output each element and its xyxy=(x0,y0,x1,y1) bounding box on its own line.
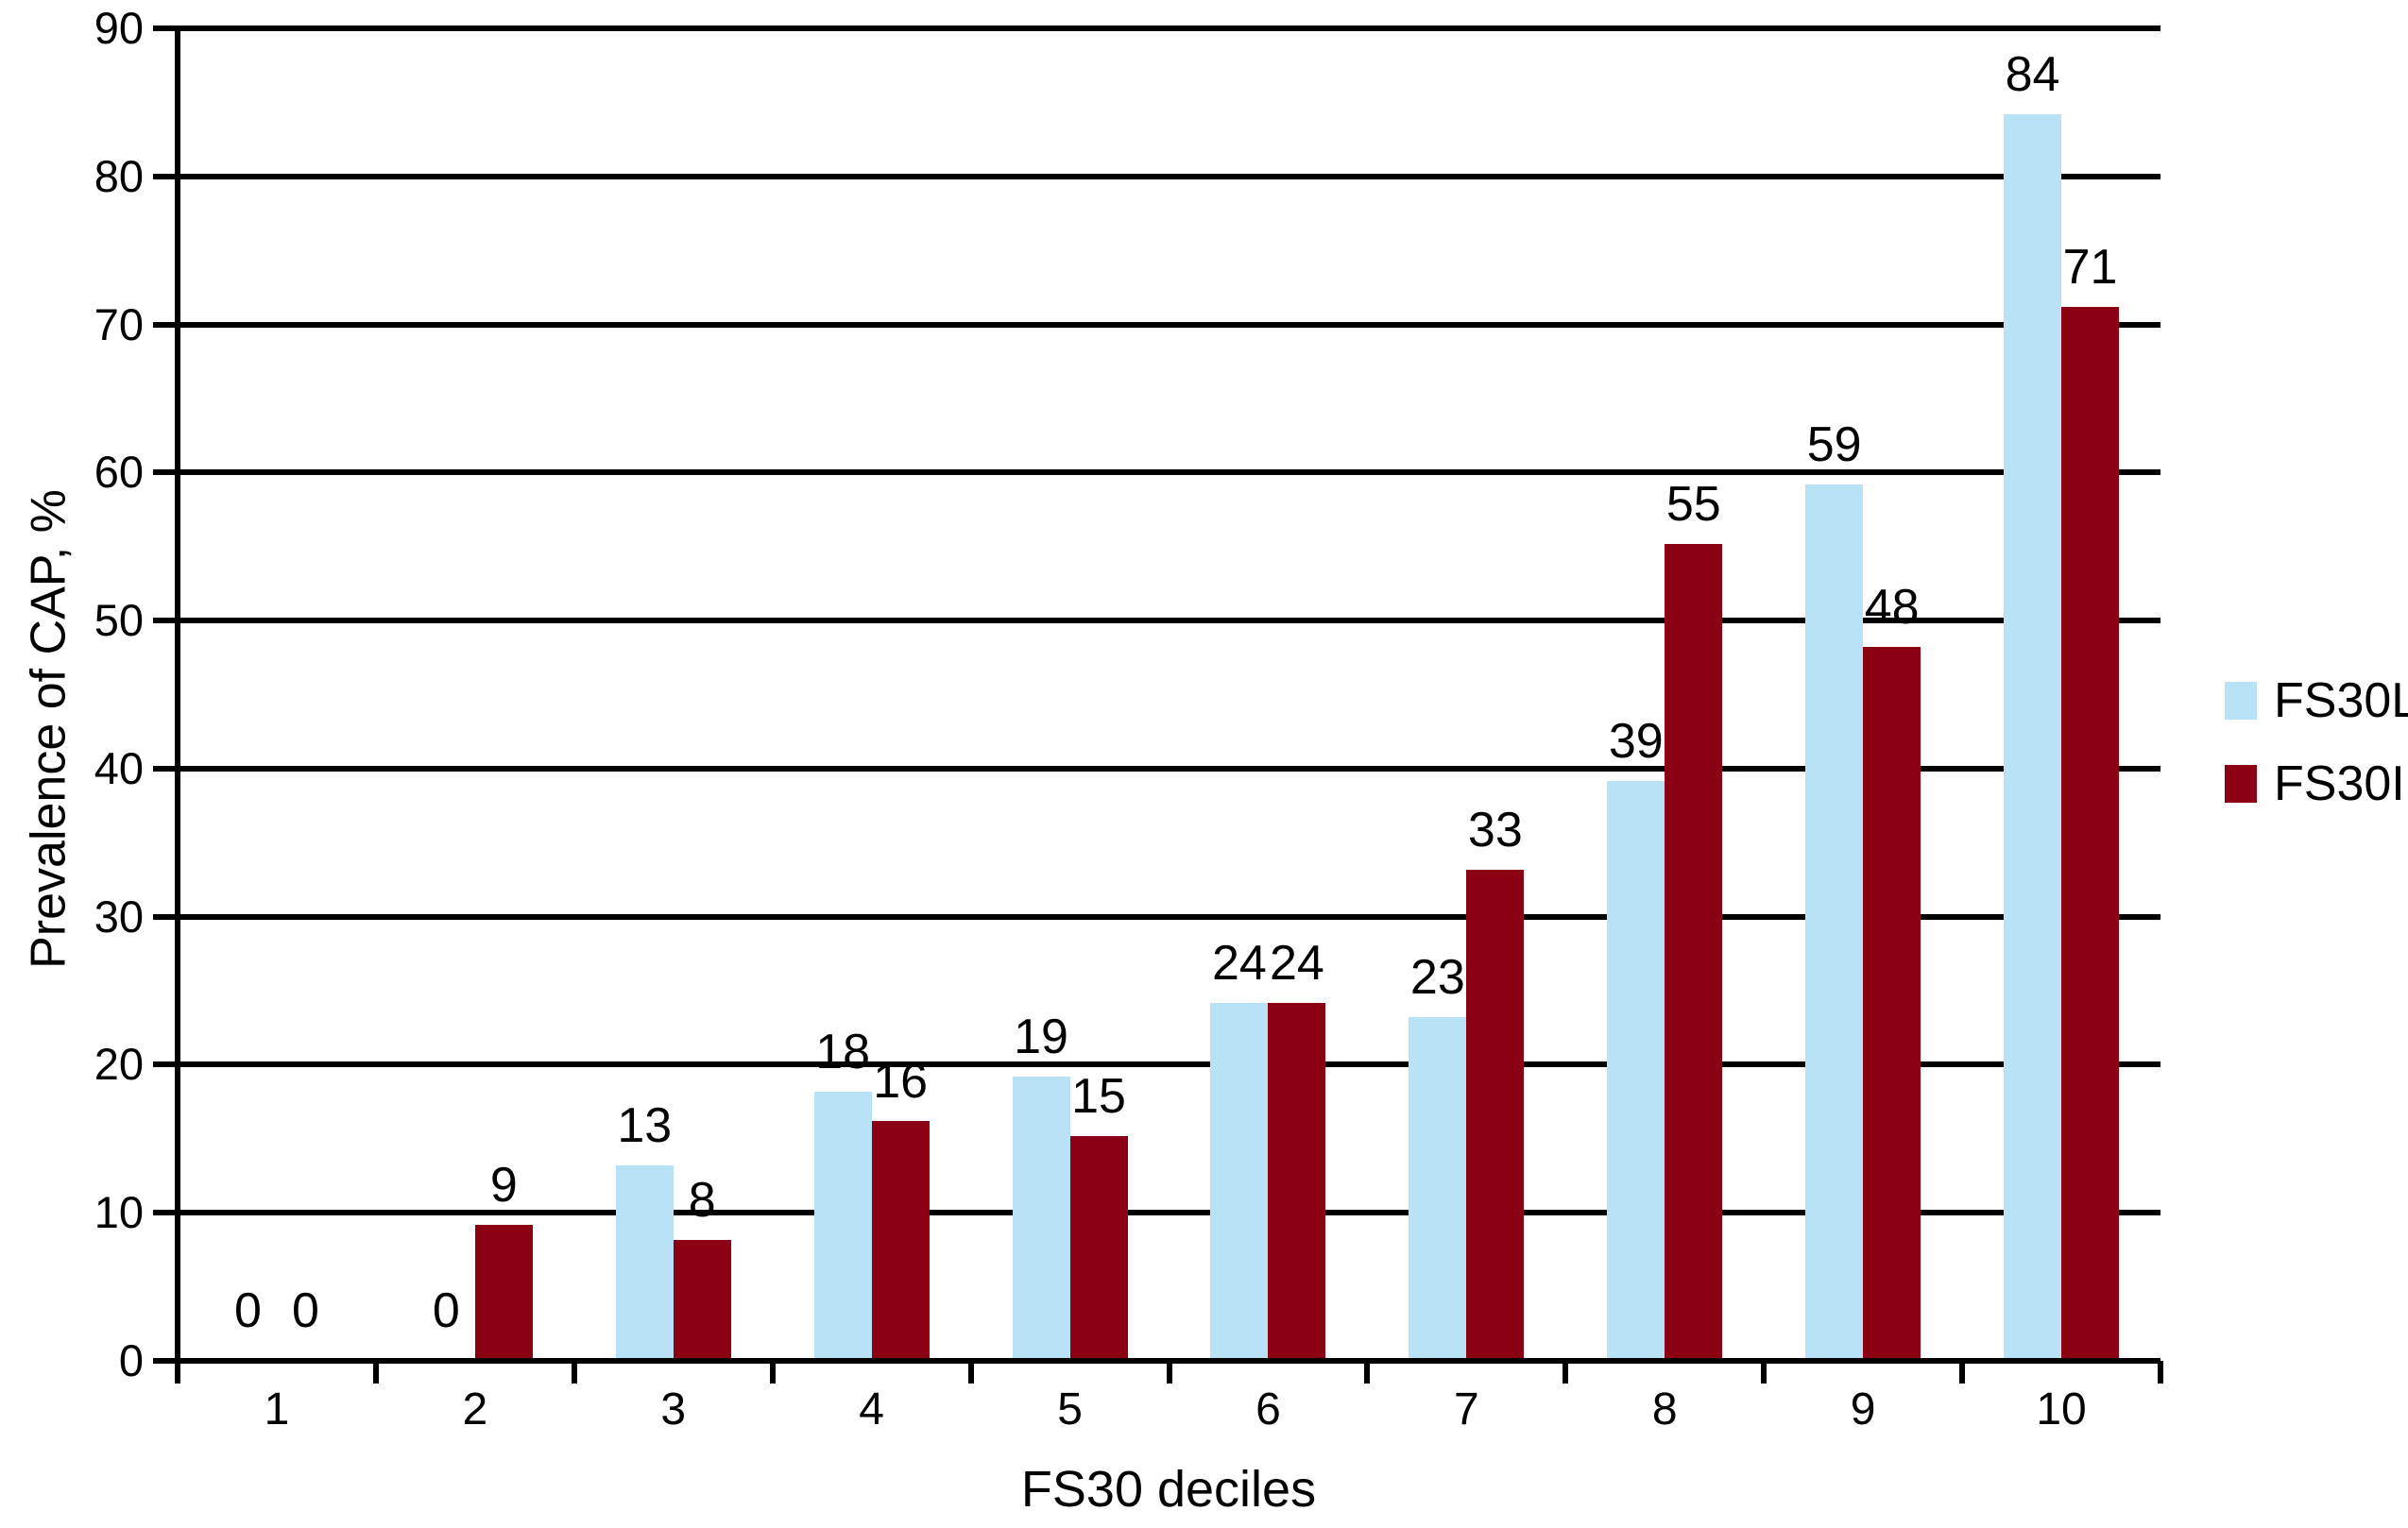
x-tick-label-6: 6 xyxy=(1255,1384,1281,1435)
x-tick-label-10: 10 xyxy=(2036,1384,2087,1435)
bar-value-label-fs30l-decile-5: 19 xyxy=(1014,1010,1068,1065)
x-tick-mark-7 xyxy=(1563,1361,1569,1384)
bar-fs30l-decile-5 xyxy=(1012,1077,1070,1358)
bar-fs30l-decile-6 xyxy=(1210,1002,1269,1358)
x-tick-label-1: 1 xyxy=(264,1384,290,1435)
bar-value-label-fs30i-decile-10: 71 xyxy=(2062,239,2118,295)
bar-fs30i-decile-7 xyxy=(1466,869,1525,1358)
bar-value-label-fs30i-decile-9: 48 xyxy=(1864,580,1920,636)
bar-fs30i-decile-4 xyxy=(871,1121,930,1358)
legend: FS30L FS30I xyxy=(2225,673,2408,844)
bar-fs30l-decile-10 xyxy=(2004,114,2062,1358)
x-tick-mark-4 xyxy=(967,1361,974,1384)
bar-value-label-fs30l-decile-1: 0 xyxy=(233,1283,262,1338)
bar-value-label-fs30i-decile-4: 16 xyxy=(873,1054,929,1110)
y-tick-label-20: 20 xyxy=(94,1039,144,1090)
legend-label-fs30i: FS30I xyxy=(2274,756,2405,811)
x-tick-mark-1 xyxy=(372,1361,379,1384)
x-tick-mark-2 xyxy=(571,1361,577,1384)
legend-swatch-fs30i xyxy=(2225,765,2257,803)
gridline-60 xyxy=(153,469,2160,476)
gridline-90 xyxy=(153,25,2160,31)
legend-item-fs30l: FS30L xyxy=(2225,673,2408,728)
bar-fs30l-decile-4 xyxy=(813,1091,872,1358)
y-tick-label-70: 70 xyxy=(94,298,144,349)
x-tick-mark-9 xyxy=(1959,1361,1966,1384)
x-tick-label-7: 7 xyxy=(1453,1384,1479,1435)
legend-swatch-fs30l xyxy=(2225,682,2257,720)
bar-fs30i-decile-8 xyxy=(1665,543,1723,1358)
gridline-70 xyxy=(153,321,2160,328)
bar-fs30l-decile-7 xyxy=(1409,1017,1467,1358)
y-tick-label-30: 30 xyxy=(94,891,144,942)
bar-fs30l-decile-3 xyxy=(615,1165,674,1358)
y-tick-label-60: 60 xyxy=(94,447,144,498)
y-tick-label-50: 50 xyxy=(94,595,144,646)
bar-value-label-fs30i-decile-8: 55 xyxy=(1665,476,1721,532)
bar-fs30i-decile-2 xyxy=(474,1224,533,1358)
x-tick-mark-8 xyxy=(1761,1361,1768,1384)
bar-value-label-fs30l-decile-8: 39 xyxy=(1608,713,1664,769)
x-tick-label-5: 5 xyxy=(1057,1384,1083,1435)
gridline-30 xyxy=(153,913,2160,920)
x-tick-label-9: 9 xyxy=(1850,1384,1876,1435)
bar-value-label-fs30l-decile-3: 13 xyxy=(617,1098,673,1154)
bar-value-label-fs30l-decile-6: 24 xyxy=(1212,935,1267,991)
legend-label-fs30l: FS30L xyxy=(2274,673,2408,728)
bar-fs30i-decile-3 xyxy=(673,1239,731,1358)
x-tick-mark-3 xyxy=(769,1361,776,1384)
y-tick-label-40: 40 xyxy=(94,742,144,793)
bar-fs30i-decile-10 xyxy=(2061,306,2120,1358)
bar-fs30i-decile-5 xyxy=(1069,1135,1128,1358)
bar-value-label-fs30l-decile-2: 0 xyxy=(432,1283,460,1338)
x-tick-mark-6 xyxy=(1364,1361,1371,1384)
bar-value-label-fs30i-decile-7: 33 xyxy=(1467,802,1523,857)
bar-value-label-fs30l-decile-4: 18 xyxy=(815,1024,871,1079)
bar-value-label-fs30l-decile-7: 23 xyxy=(1409,950,1465,1006)
x-tick-label-2: 2 xyxy=(462,1384,488,1435)
gridline-80 xyxy=(153,173,2160,179)
bar-fs30l-decile-8 xyxy=(1607,780,1665,1358)
x-tick-mark-10 xyxy=(2158,1361,2163,1384)
gridline-20 xyxy=(153,1061,2160,1068)
y-tick-label-10: 10 xyxy=(94,1187,144,1238)
bar-value-label-fs30i-decile-3: 8 xyxy=(688,1172,716,1228)
bar-value-label-fs30i-decile-2: 9 xyxy=(489,1157,518,1213)
x-tick-label-3: 3 xyxy=(660,1384,687,1435)
x-axis-line xyxy=(153,1358,2160,1364)
bar-fs30l-decile-9 xyxy=(1805,484,1864,1358)
bar-value-label-fs30i-decile-6: 24 xyxy=(1270,935,1324,991)
x-tick-label-8: 8 xyxy=(1651,1384,1678,1435)
legend-item-fs30i: FS30I xyxy=(2225,756,2408,811)
y-axis-line xyxy=(175,25,180,1384)
gridline-10 xyxy=(153,1210,2160,1216)
x-axis-title: FS30 deciles xyxy=(1020,1461,1317,1518)
bar-value-label-fs30i-decile-1: 0 xyxy=(291,1283,319,1338)
x-tick-mark-5 xyxy=(1166,1361,1172,1384)
gridline-40 xyxy=(153,765,2160,772)
y-tick-label-0: 0 xyxy=(118,1335,144,1385)
bar-value-label-fs30i-decile-5: 15 xyxy=(1071,1068,1126,1124)
y-tick-label-90: 90 xyxy=(94,3,144,53)
bar-value-label-fs30l-decile-9: 59 xyxy=(1806,417,1862,473)
bar-fs30i-decile-9 xyxy=(1863,647,1921,1358)
bar-fs30i-decile-6 xyxy=(1268,1002,1326,1358)
gridline-50 xyxy=(153,618,2160,624)
y-tick-label-80: 80 xyxy=(94,150,144,201)
x-tick-label-4: 4 xyxy=(859,1384,884,1435)
bar-value-label-fs30l-decile-10: 84 xyxy=(2005,47,2060,103)
